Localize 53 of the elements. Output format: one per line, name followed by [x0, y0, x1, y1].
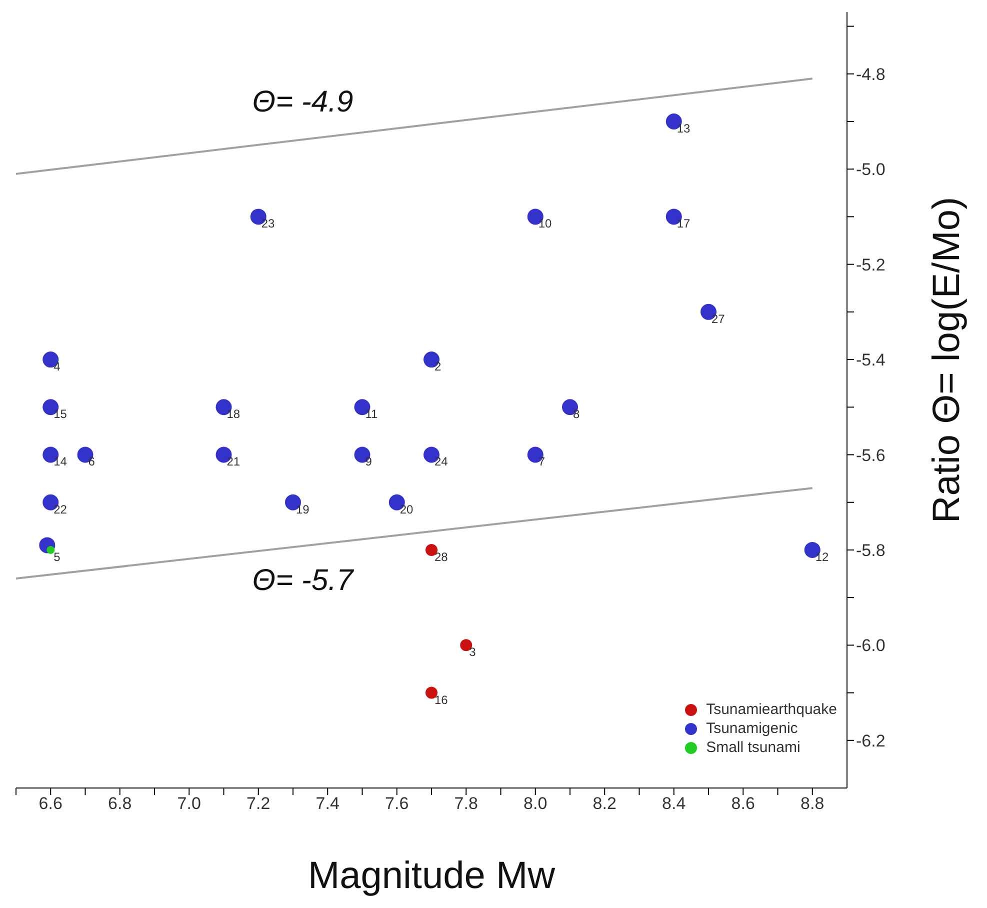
annotation: 3 — [469, 645, 476, 660]
annotation: 21 — [226, 454, 240, 469]
x-tick-label: 7.4 — [316, 794, 340, 814]
annotation: 4 — [54, 360, 61, 374]
y-tick-label: -5.2 — [856, 255, 886, 274]
x-tick-label: 7.6 — [385, 794, 409, 814]
x-tick-label: 8.4 — [662, 794, 686, 814]
annotation: 16 — [434, 692, 448, 707]
annotation: 9 — [365, 454, 372, 469]
y-tick-label: -6.2 — [856, 731, 886, 750]
annotation: 5 — [54, 550, 61, 564]
annotation: 7 — [538, 454, 546, 469]
annotation: 18 — [226, 407, 240, 422]
annotation: Θ= -5.7 — [252, 563, 354, 596]
y-axis-title: Ratio Θ= log(E/Mo) — [926, 196, 968, 524]
y-tick-label: -4.8 — [856, 64, 886, 84]
annotation: 2 — [434, 360, 442, 374]
annotation: 14 — [54, 454, 68, 469]
y-tick-label: -6.0 — [856, 636, 886, 656]
y-tick-label: -5.0 — [856, 160, 886, 180]
annotation: 20 — [400, 502, 414, 516]
x-tick-label: 8.6 — [731, 794, 755, 814]
legend-label: Tsunamigenic — [705, 719, 799, 738]
annotation: 27 — [712, 312, 726, 326]
x-tick-label: 7.0 — [177, 794, 201, 814]
annotation: 23 — [261, 216, 276, 231]
annotation: 12 — [815, 550, 830, 564]
y-tick-label: -5.4 — [856, 350, 886, 370]
legend-label: Tsunamiearthquake — [705, 700, 837, 719]
x-tick-label: 6.8 — [108, 794, 132, 814]
annotation: 11 — [365, 407, 378, 422]
annotation: 15 — [54, 407, 68, 422]
x-tick-label: 7.2 — [246, 794, 270, 814]
annotation: 24 — [434, 454, 448, 469]
annotation: 8 — [573, 407, 580, 422]
legend-label: Small tsunami — [705, 738, 802, 757]
y-tick-label: -5.6 — [856, 446, 886, 465]
y-tick-label: -5.8 — [856, 541, 886, 560]
annotation: 17 — [676, 216, 691, 231]
annotation: 19 — [296, 502, 310, 516]
annotation: 22 — [54, 502, 68, 516]
annotation: Θ= -4.9 — [252, 85, 354, 118]
annotation: 13 — [676, 121, 691, 136]
annotation: 6 — [88, 454, 96, 469]
x-axis-title: Magnitude Mw — [308, 855, 556, 897]
x-tick-label: 7.8 — [454, 794, 478, 814]
x-tick-label: 8.0 — [524, 794, 548, 814]
x-tick-label: 8.2 — [592, 794, 616, 814]
x-tick-label: 8.8 — [800, 794, 824, 814]
point — [46, 546, 55, 554]
annotation: 28 — [434, 550, 448, 564]
x-tick-label: 6.6 — [38, 794, 62, 814]
annotation: 10 — [538, 216, 552, 231]
